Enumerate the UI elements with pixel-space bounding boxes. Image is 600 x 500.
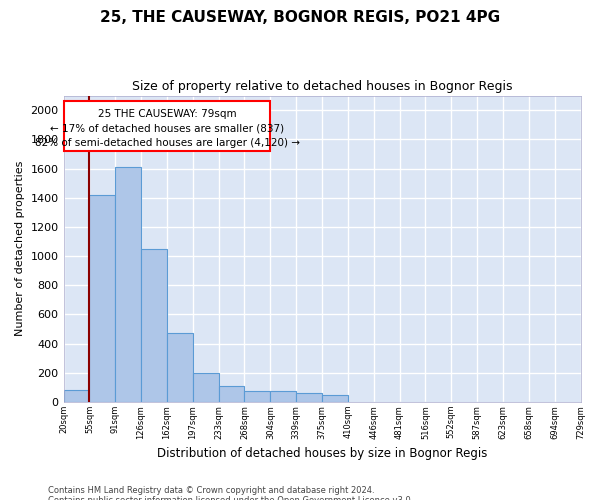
Bar bbox=[322, 394, 348, 402]
Bar bbox=[167, 334, 193, 402]
Text: 25, THE CAUSEWAY, BOGNOR REGIS, PO21 4PG: 25, THE CAUSEWAY, BOGNOR REGIS, PO21 4PG bbox=[100, 10, 500, 25]
Bar bbox=[141, 249, 167, 402]
Bar bbox=[271, 391, 296, 402]
Text: Contains HM Land Registry data © Crown copyright and database right 2024.: Contains HM Land Registry data © Crown c… bbox=[48, 486, 374, 495]
Text: 82% of semi-detached houses are larger (4,120) →: 82% of semi-detached houses are larger (… bbox=[35, 138, 299, 148]
Y-axis label: Number of detached properties: Number of detached properties bbox=[15, 161, 25, 336]
Text: Contains public sector information licensed under the Open Government Licence v3: Contains public sector information licen… bbox=[48, 496, 413, 500]
Bar bbox=[244, 391, 271, 402]
Bar bbox=[64, 390, 89, 402]
Bar bbox=[193, 373, 218, 402]
Bar bbox=[89, 195, 115, 402]
Text: ← 17% of detached houses are smaller (837): ← 17% of detached houses are smaller (83… bbox=[50, 124, 284, 134]
Text: 25 THE CAUSEWAY: 79sqm: 25 THE CAUSEWAY: 79sqm bbox=[98, 109, 236, 119]
Bar bbox=[64, 102, 271, 151]
Bar bbox=[115, 167, 141, 402]
Bar bbox=[296, 394, 322, 402]
Bar bbox=[218, 386, 244, 402]
Title: Size of property relative to detached houses in Bognor Regis: Size of property relative to detached ho… bbox=[132, 80, 512, 93]
X-axis label: Distribution of detached houses by size in Bognor Regis: Distribution of detached houses by size … bbox=[157, 447, 487, 460]
